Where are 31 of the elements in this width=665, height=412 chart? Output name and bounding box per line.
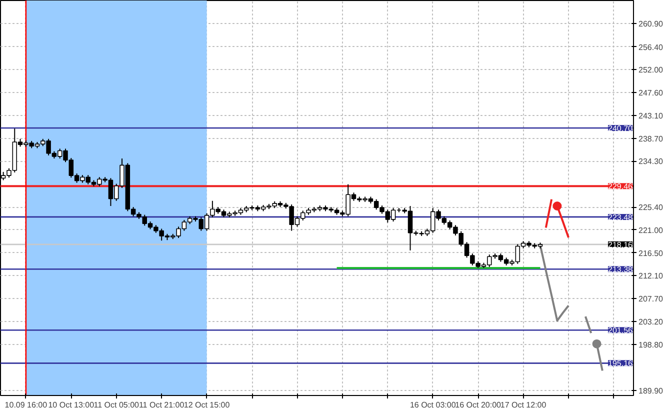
ref-line-label: 195.16	[608, 359, 634, 368]
y-tick-label: 243.10	[638, 112, 664, 121]
ref-line-label: 213.38	[608, 265, 634, 274]
y-tick-label: 238.70	[638, 134, 664, 144]
y-tick-label: 216.50	[638, 248, 664, 258]
y-tick-label: 203.20	[638, 318, 664, 327]
line-series	[539, 244, 570, 322]
ref-line-label: 223.48	[608, 212, 634, 222]
x-tick-label: 12 Oct 15:00	[184, 400, 230, 410]
y-tick-label: 221.00	[638, 226, 664, 235]
y-tick-label: 225.40	[638, 203, 664, 212]
y-tick-label: 256.40	[638, 42, 664, 52]
ref-line-label: 218.16	[608, 240, 634, 250]
y-tick-label: 198.80	[638, 340, 664, 350]
y-tick-label: 247.60	[638, 88, 664, 98]
x-tick-label: 17 Oct 12:00	[500, 400, 547, 410]
ref-line-label: 201.56	[608, 326, 634, 336]
x-tick-label: 11 Oct 05:00	[94, 400, 140, 410]
y-tick-label: 207.70	[638, 294, 664, 304]
ref-line-label: 240.70	[608, 124, 634, 134]
x-tick-label: 10 Oct 13:00	[48, 400, 95, 410]
y-tick-label: 234.30	[638, 157, 664, 166]
y-tick-label: 260.90	[638, 20, 664, 29]
ref-line-label: 229.46	[608, 182, 634, 192]
x-tick-label: 10.09 16:00	[4, 400, 48, 410]
y-tick-label: 189.90	[638, 386, 664, 396]
y-tick-label: 212.10	[638, 272, 664, 281]
x-tick-label: 16 Oct 03:00	[410, 400, 456, 410]
x-tick-label: 16 Oct 20:00	[455, 400, 502, 410]
y-tick-label: 252.00	[638, 66, 664, 75]
x-tick-label: 11 Oct 21:00	[138, 400, 185, 410]
